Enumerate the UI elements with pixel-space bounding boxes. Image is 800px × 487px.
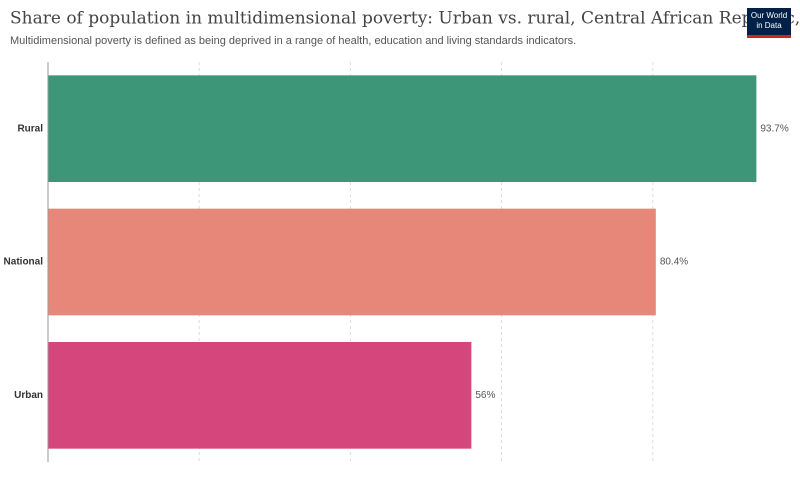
value-label: 56% bbox=[475, 390, 495, 401]
logo-wrap: Our World in Data bbox=[750, 11, 788, 30]
logo-stripe bbox=[747, 35, 791, 38]
category-label: Urban bbox=[14, 390, 43, 401]
value-label: 80.4% bbox=[660, 257, 688, 268]
chart-subtitle: Multidimensional poverty is defined as b… bbox=[10, 35, 576, 47]
bar bbox=[48, 208, 656, 316]
bar bbox=[48, 342, 472, 449]
category-label: National bbox=[4, 257, 44, 268]
category-label: Rural bbox=[17, 123, 43, 134]
logo-box bbox=[747, 8, 791, 38]
logo: Our World in Data bbox=[750, 11, 788, 30]
bar bbox=[48, 75, 757, 182]
chart-title: Share of population in multidimensional … bbox=[10, 9, 800, 29]
value-label: 93.7% bbox=[760, 123, 788, 134]
